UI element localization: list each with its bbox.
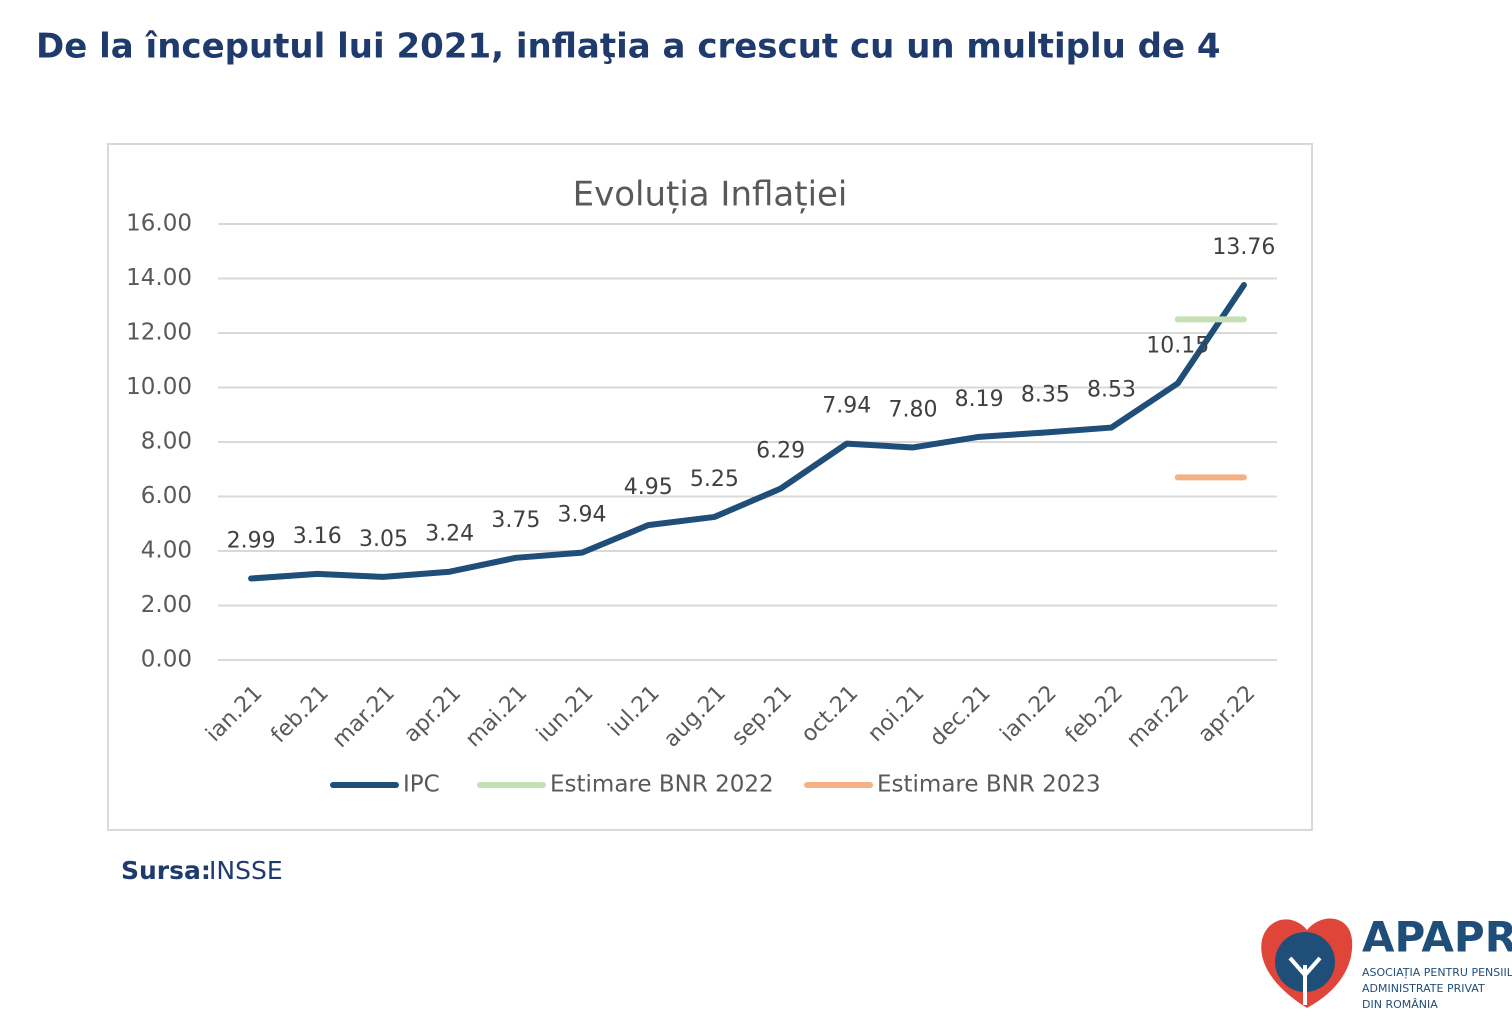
data-label: 13.76 [1212, 235, 1275, 260]
data-label: 3.94 [558, 503, 607, 528]
data-label: 8.53 [1087, 378, 1136, 403]
source-value: INSSE [209, 856, 283, 885]
logo-name: APAPR [1362, 913, 1512, 962]
y-tick-label: 6.00 [141, 483, 192, 509]
logo-line: ADMINISTRATE PRIVAT [1362, 982, 1485, 995]
chart-frame [107, 143, 1313, 831]
chart-title: Evoluția Inflației [573, 175, 848, 215]
logo-icon [1261, 918, 1353, 1008]
logo-line: ASOCIAȚIA PENTRU PENSIILE [1362, 966, 1512, 979]
data-label: 5.25 [690, 467, 739, 492]
data-label: 3.75 [491, 508, 540, 533]
y-tick-label: 10.00 [126, 374, 192, 400]
logo-tree [1288, 956, 1322, 1005]
data-label: 7.94 [822, 394, 871, 419]
y-tick-label: 2.00 [141, 592, 192, 618]
y-tick-label: 4.00 [141, 538, 192, 564]
series-line [248, 282, 1247, 582]
data-label: 3.16 [293, 524, 342, 549]
data-label: 7.80 [888, 397, 937, 422]
data-label: 3.24 [425, 522, 474, 547]
logo-line: DIN ROMÂNIA [1362, 998, 1438, 1011]
data-label: 2.99 [227, 529, 276, 554]
y-tick-label: 8.00 [141, 429, 192, 455]
legend-label: Estimare BNR 2022 [550, 772, 774, 798]
source-label: Sursa: [121, 856, 211, 885]
y-tick-label: 0.00 [141, 647, 192, 673]
data-label: 8.35 [1021, 382, 1070, 407]
y-tick-label: 14.00 [126, 265, 192, 291]
data-label: 10.15 [1146, 333, 1209, 358]
data-label: 8.19 [955, 387, 1004, 412]
legend-label: IPC [403, 772, 440, 798]
y-tick-label: 16.00 [126, 211, 192, 237]
data-label: 6.29 [756, 439, 805, 464]
logo-circle [1275, 932, 1335, 992]
y-tick-label: 12.00 [126, 320, 192, 346]
page-title: De la începutul lui 2021, inflaţia a cre… [36, 27, 1221, 67]
legend-label: Estimare BNR 2023 [877, 772, 1101, 798]
data-label: 4.95 [624, 475, 673, 500]
data-label: 3.05 [359, 527, 408, 552]
